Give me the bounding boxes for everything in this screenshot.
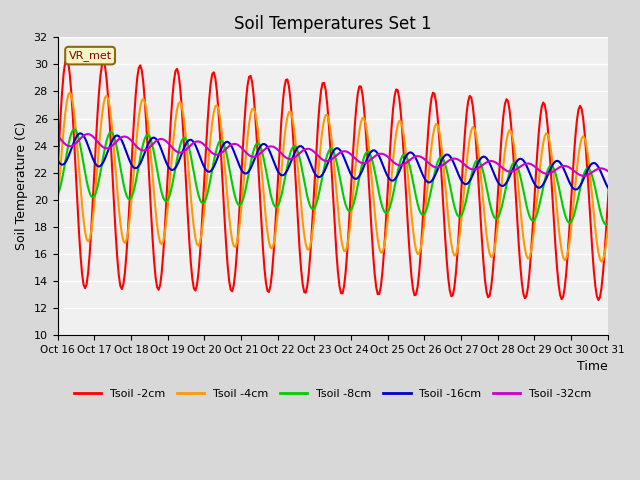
Tsoil -16cm xyxy=(474,161,481,167)
Tsoil -8cm xyxy=(54,192,61,197)
Line: Tsoil -4cm: Tsoil -4cm xyxy=(58,93,640,263)
Tsoil -16cm xyxy=(609,189,616,194)
Tsoil -16cm xyxy=(561,168,568,174)
Tsoil -2cm xyxy=(357,84,365,89)
Tsoil -4cm xyxy=(639,242,640,248)
Tsoil -32cm xyxy=(616,175,624,181)
Tsoil -8cm xyxy=(75,137,83,143)
Tsoil -16cm xyxy=(77,131,84,136)
Tsoil -32cm xyxy=(639,169,640,175)
Tsoil -2cm xyxy=(474,161,481,167)
Tsoil -4cm xyxy=(93,164,101,170)
Tsoil -8cm xyxy=(637,223,640,228)
Tsoil -32cm xyxy=(74,139,81,144)
Line: Tsoil -16cm: Tsoil -16cm xyxy=(58,133,640,192)
Tsoil -4cm xyxy=(54,200,61,206)
Tsoil -8cm xyxy=(639,224,640,229)
Tsoil -4cm xyxy=(66,90,74,96)
Tsoil -32cm xyxy=(474,166,481,171)
Tsoil -32cm xyxy=(357,160,365,166)
Legend: Tsoil -2cm, Tsoil -4cm, Tsoil -8cm, Tsoil -16cm, Tsoil -32cm: Tsoil -2cm, Tsoil -4cm, Tsoil -8cm, Tsoi… xyxy=(69,385,596,404)
Y-axis label: Soil Temperature (C): Soil Temperature (C) xyxy=(15,122,28,251)
Tsoil -8cm xyxy=(474,157,481,163)
Tsoil -2cm xyxy=(93,113,101,119)
Tsoil -16cm xyxy=(74,132,81,138)
X-axis label: Time: Time xyxy=(577,360,608,373)
Tsoil -8cm xyxy=(561,211,568,216)
Tsoil -32cm xyxy=(93,139,101,144)
Tsoil -32cm xyxy=(561,163,568,169)
Tsoil -4cm xyxy=(474,140,481,146)
Tsoil -2cm xyxy=(631,298,639,304)
Line: Tsoil -8cm: Tsoil -8cm xyxy=(58,129,640,227)
Tsoil -4cm xyxy=(561,257,568,263)
Tsoil -16cm xyxy=(357,170,365,176)
Tsoil -4cm xyxy=(357,120,365,125)
Tsoil -8cm xyxy=(93,185,101,191)
Tsoil -8cm xyxy=(357,167,365,172)
Line: Tsoil -2cm: Tsoil -2cm xyxy=(58,59,640,301)
Tsoil -2cm xyxy=(63,56,70,61)
Tsoil -32cm xyxy=(54,132,61,138)
Tsoil -2cm xyxy=(75,229,83,235)
Line: Tsoil -32cm: Tsoil -32cm xyxy=(58,134,640,178)
Tsoil -8cm xyxy=(70,126,78,132)
Tsoil -2cm xyxy=(639,228,640,234)
Tsoil -16cm xyxy=(54,157,61,163)
Title: Soil Temperatures Set 1: Soil Temperatures Set 1 xyxy=(234,15,431,33)
Tsoil -2cm xyxy=(561,285,568,291)
Tsoil -4cm xyxy=(75,165,83,171)
Tsoil -2cm xyxy=(54,170,61,176)
Tsoil -16cm xyxy=(93,163,101,169)
Tsoil -32cm xyxy=(84,131,92,137)
Tsoil -16cm xyxy=(639,183,640,189)
Text: VR_met: VR_met xyxy=(68,50,111,61)
Tsoil -4cm xyxy=(634,260,640,266)
